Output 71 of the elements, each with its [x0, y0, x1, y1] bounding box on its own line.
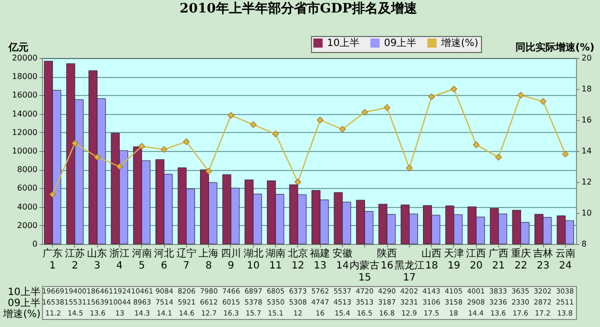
- y-tick-label: 10000: [12, 146, 38, 156]
- y-tick-label: 14000: [12, 109, 38, 118]
- y-tick-label: 0: [32, 240, 38, 248]
- chart-title: 2010年上半年部分省市GDP排名及增速: [180, 0, 418, 16]
- y-tick-label: 2000: [17, 220, 38, 230]
- point: [428, 93, 435, 100]
- x-tick-label: 云南 24: [555, 248, 576, 272]
- y2-tick-label: 16: [582, 116, 592, 124]
- point: [316, 116, 324, 124]
- y2-axis-title: 同比实际增速(%): [515, 42, 594, 54]
- point: [72, 140, 78, 147]
- point: [339, 126, 346, 133]
- x-tick-label: 广西 21: [488, 248, 509, 272]
- point: [272, 130, 279, 138]
- point: [205, 168, 212, 174]
- x-tick-label: 上海 8: [198, 248, 219, 272]
- point: [160, 146, 168, 153]
- point: [540, 98, 546, 105]
- x-tick-label: 河北 6: [154, 248, 174, 272]
- y2-tick-label: 20: [582, 54, 592, 62]
- y2-tick-label: 12: [582, 178, 592, 186]
- y-tick-label: 8000: [17, 165, 38, 174]
- y-tick-label: 20000: [12, 54, 38, 62]
- point: [472, 142, 480, 148]
- point: [116, 163, 123, 170]
- x-tick-label: 河南 5: [132, 248, 152, 272]
- x-tick-label: 四川 9: [220, 248, 241, 272]
- y-tick-label: 12000: [12, 128, 38, 137]
- y2-tick-label: 14: [582, 146, 592, 156]
- x-tick-label: 湖南 11: [266, 248, 286, 272]
- legend-label: 增速(%): [440, 37, 478, 50]
- point: [250, 121, 257, 128]
- point: [361, 108, 368, 116]
- x-tick-label: 北京 12: [288, 248, 308, 272]
- y2-tick-label: 10: [582, 208, 592, 218]
- point: [49, 191, 56, 198]
- point: [228, 112, 234, 119]
- point: [406, 164, 413, 172]
- point: [94, 154, 100, 160]
- x-tick-label: 辽宁 7: [176, 248, 196, 272]
- legend-label: 10上半: [327, 37, 360, 50]
- x-tick-label: 重庆 22: [510, 248, 531, 272]
- point: [495, 154, 502, 160]
- y-tick-label: 16000: [12, 90, 38, 100]
- x-tick-label: 广东 1: [42, 248, 63, 272]
- x-tick-label: 江西 20: [466, 248, 486, 272]
- y-axis-title: 亿元: [8, 42, 28, 54]
- y2-tick-label: 8: [582, 240, 587, 248]
- x-tick-label: 天津 19: [444, 248, 464, 272]
- point: [138, 143, 146, 150]
- x-tick-label: 湖北 10: [243, 248, 264, 272]
- point: [384, 104, 390, 111]
- x-tick-label: 吉林 23: [533, 248, 554, 272]
- text: 增速(%): [3, 309, 40, 320]
- x-tick-label: 江苏 2: [64, 248, 85, 272]
- point: [183, 138, 190, 145]
- point: [562, 150, 569, 158]
- text: 10上半: [8, 287, 40, 298]
- x-tick-label: 山东 3: [87, 248, 108, 272]
- y-tick-label: 4000: [17, 202, 38, 212]
- point: [518, 92, 524, 98]
- x-tick-label: 浙江 4: [109, 248, 130, 272]
- legend-label: 09上半: [384, 37, 417, 50]
- y-tick-label: 6000: [17, 184, 38, 193]
- point: [294, 178, 302, 186]
- y-tick-label: 18000: [12, 72, 38, 82]
- x-tick-label: 内蒙古 15: [350, 260, 380, 284]
- x-tick-label: 福建 13: [310, 248, 330, 272]
- point: [450, 86, 458, 92]
- y2-tick-label: 18: [582, 84, 592, 94]
- text: 09上半: [8, 298, 40, 309]
